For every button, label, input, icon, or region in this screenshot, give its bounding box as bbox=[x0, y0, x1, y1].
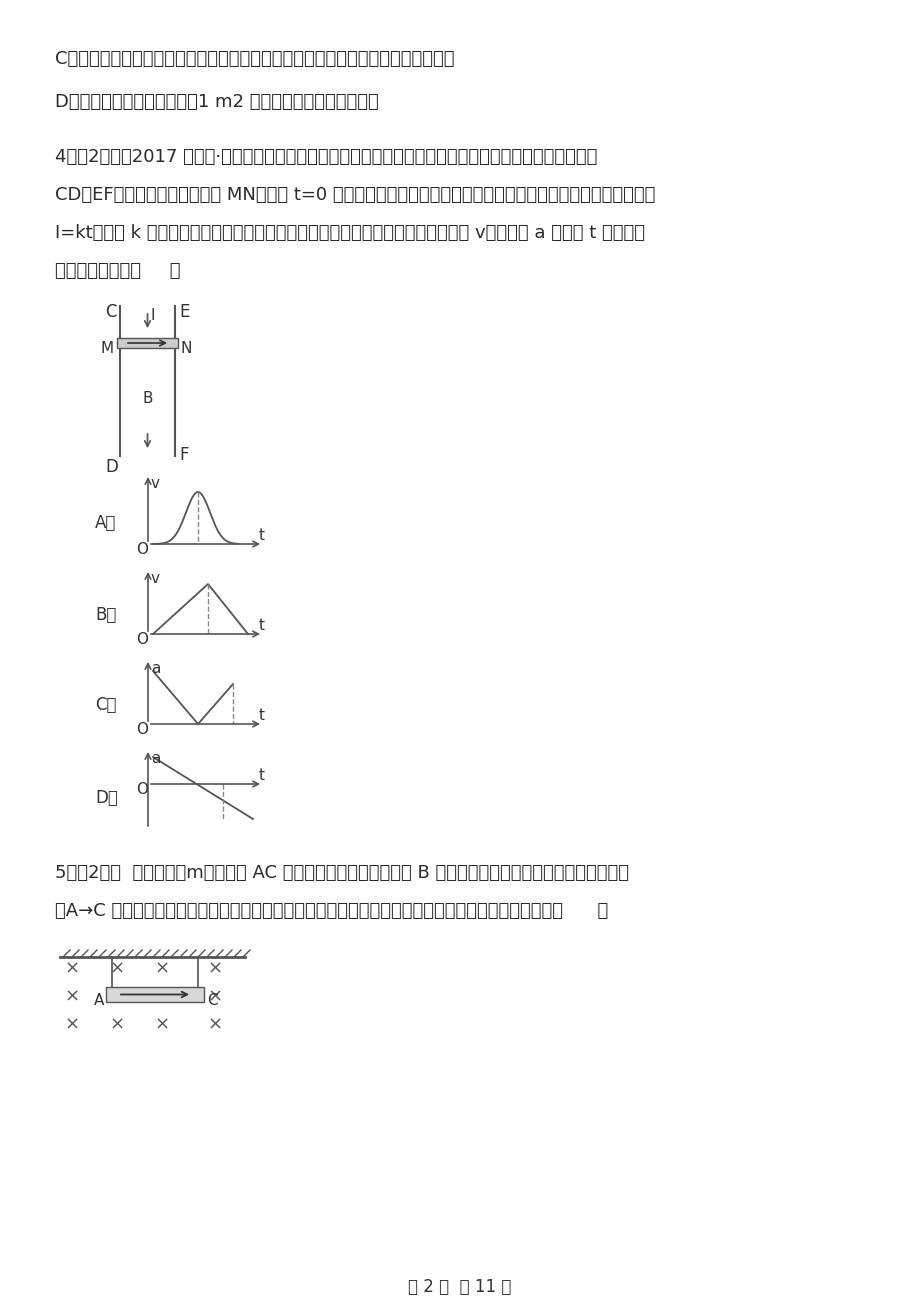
Text: E: E bbox=[179, 303, 189, 322]
Text: A．: A． bbox=[95, 514, 116, 533]
Text: O: O bbox=[136, 723, 148, 737]
Text: t: t bbox=[259, 529, 265, 543]
Text: D: D bbox=[105, 458, 118, 477]
Text: ×: × bbox=[207, 960, 222, 978]
Text: 入A→C 方向的电流时，悬线对金属棒的拉力不为零。若要使悬线对棒的拉力为零，可以采用的办法是（      ）: 入A→C 方向的电流时，悬线对金属棒的拉力不为零。若要使悬线对棒的拉力为零，可以… bbox=[55, 902, 607, 921]
Text: N: N bbox=[181, 341, 192, 355]
Text: 第 2 页  共 11 页: 第 2 页 共 11 页 bbox=[408, 1279, 511, 1295]
Text: ×: × bbox=[154, 960, 169, 978]
Text: B: B bbox=[142, 391, 153, 406]
Text: D．磁感应强度在数值上等于1 m2 的面积上穿过的最大磁通量: D．磁感应强度在数值上等于1 m2 的面积上穿过的最大磁通量 bbox=[55, 92, 379, 111]
Bar bbox=[106, 987, 204, 1003]
Text: t: t bbox=[259, 708, 265, 723]
Text: a: a bbox=[151, 751, 160, 766]
Text: O: O bbox=[136, 783, 148, 797]
Text: v: v bbox=[151, 477, 160, 491]
Text: O: O bbox=[136, 542, 148, 557]
Text: ×: × bbox=[64, 960, 79, 978]
Text: A: A bbox=[94, 993, 104, 1008]
Text: 象可能正确的是（     ）: 象可能正确的是（ ） bbox=[55, 262, 180, 280]
Text: B．: B． bbox=[95, 605, 116, 624]
Text: M: M bbox=[101, 341, 114, 355]
Text: C: C bbox=[207, 993, 218, 1008]
Text: ×: × bbox=[109, 960, 124, 978]
Text: 5．（2分）  一根质量为m的金属棒 AC 用细线悬挂在磁感应强度为 B 的匀强磁场中，磁场方向如图所示。当通: 5．（2分） 一根质量为m的金属棒 AC 用细线悬挂在磁感应强度为 B 的匀强磁… bbox=[55, 865, 629, 881]
Text: ×: × bbox=[64, 1016, 79, 1034]
Text: I=kt，其中 k 为常量，金属棒与导轨始终垂直且接触良好．下列关于金属棒的速度 v、加速度 a 随时间 t 变化的图: I=kt，其中 k 为常量，金属棒与导轨始终垂直且接触良好．下列关于金属棒的速度… bbox=[55, 224, 644, 242]
Text: D．: D． bbox=[95, 789, 118, 807]
Text: I: I bbox=[151, 309, 154, 323]
Text: t: t bbox=[259, 618, 265, 633]
Text: ×: × bbox=[109, 988, 124, 1006]
Text: v: v bbox=[151, 572, 160, 586]
Text: ×: × bbox=[64, 988, 79, 1006]
Text: C．无论如何只要磁通量大，则磁感应强度大，磁通量为零，则磁感应强度一定为零: C．无论如何只要磁通量大，则磁感应强度大，磁通量为零，则磁感应强度一定为零 bbox=[55, 49, 454, 68]
Text: F: F bbox=[179, 447, 188, 464]
Text: O: O bbox=[136, 631, 148, 647]
Text: ×: × bbox=[154, 1016, 169, 1034]
Text: a: a bbox=[151, 661, 160, 676]
Text: C: C bbox=[105, 303, 117, 322]
Text: ×: × bbox=[207, 988, 222, 1006]
Text: ×: × bbox=[154, 988, 169, 1006]
Text: 4．（2分）（2017 高二上·福建期末）如图所示，在竖直向下的匀强磁场中有两根竖直放置的平行粗糙导轨: 4．（2分）（2017 高二上·福建期末）如图所示，在竖直向下的匀强磁场中有两根… bbox=[55, 148, 596, 165]
Text: ×: × bbox=[207, 1016, 222, 1034]
Bar bbox=[117, 339, 177, 348]
Text: t: t bbox=[259, 768, 265, 783]
Text: ×: × bbox=[109, 1016, 124, 1034]
Text: CD、EF，导轨上放有一金属棒 MN．现从 t=0 时刻起，给金属棒通以图示方向的电流且电流强度与时间成正比，即: CD、EF，导轨上放有一金属棒 MN．现从 t=0 时刻起，给金属棒通以图示方向… bbox=[55, 186, 654, 204]
Text: C．: C． bbox=[95, 697, 117, 713]
